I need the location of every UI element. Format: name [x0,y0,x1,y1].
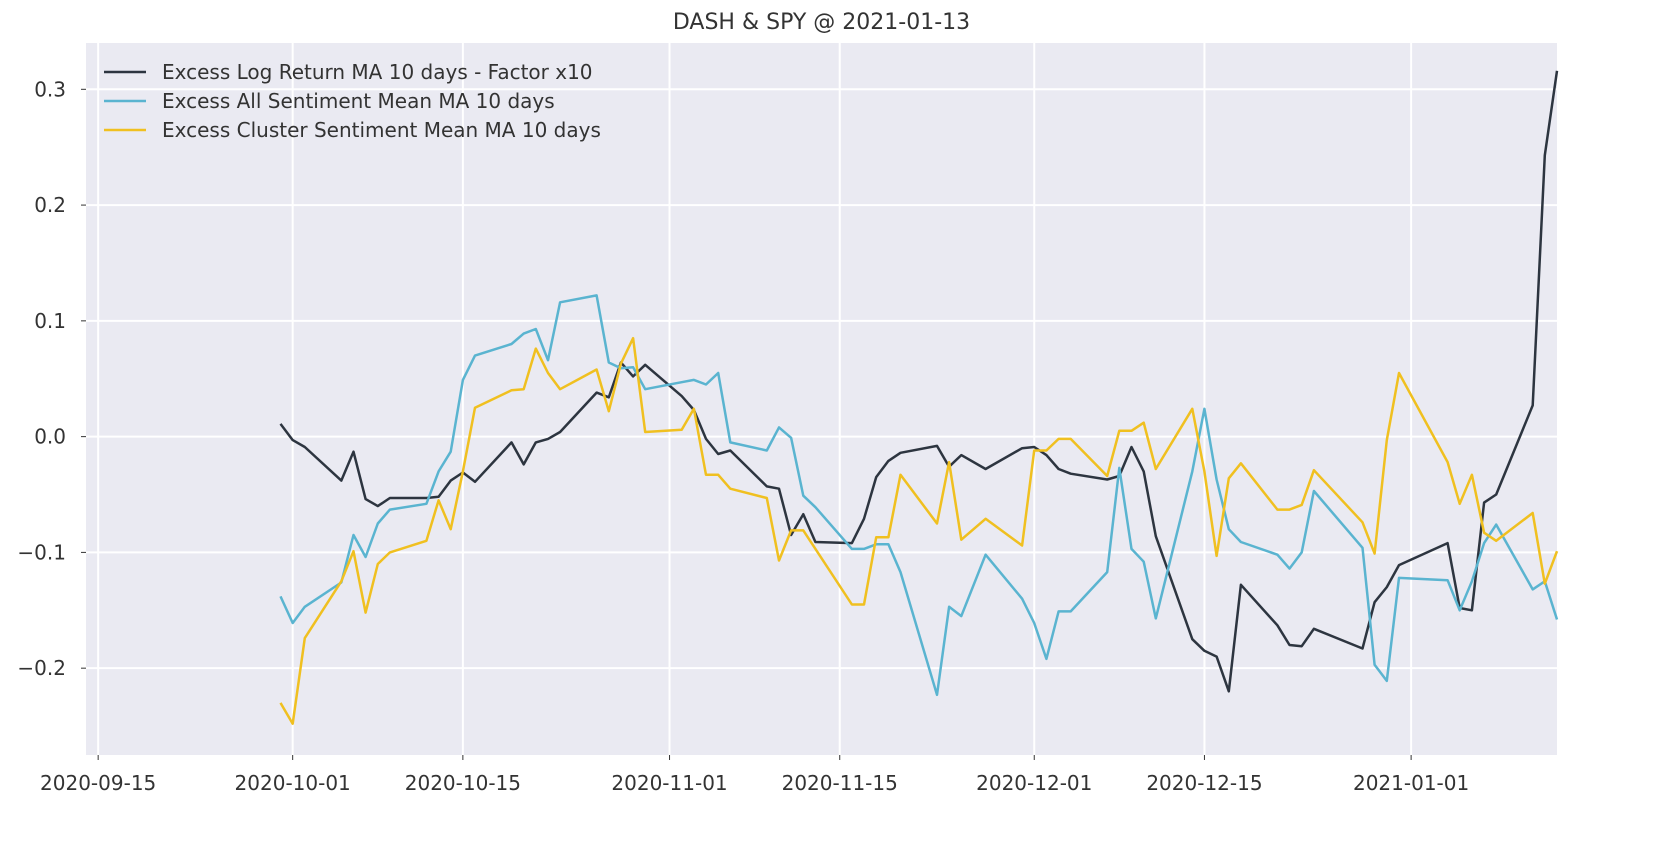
y-tick-label: −0.2 [17,656,66,680]
x-tick-label: 2020-11-15 [782,771,898,795]
y-axis: −0.2 −0.1 0.0 0.1 0.2 0.3 [17,77,86,680]
y-tick-label: −0.1 [17,540,66,564]
y-tick-label: 0.2 [34,193,66,217]
y-tick-label: 0.0 [34,425,66,449]
x-tick-label: 2021-01-01 [1353,771,1469,795]
plot-background [86,43,1557,755]
x-tick-label: 2020-09-15 [40,771,156,795]
legend-label: Excess All Sentiment Mean MA 10 days [162,89,555,113]
y-tick-label: 0.3 [34,77,66,101]
legend-label: Excess Log Return MA 10 days - Factor x1… [162,60,593,84]
x-tick-label: 2020-10-01 [235,771,351,795]
x-tick-label: 2020-10-15 [405,771,521,795]
series-lines [279,70,1559,725]
x-tick-label: 2020-11-01 [611,771,727,795]
chart-title: DASH & SPY @ 2021-01-13 [673,10,970,35]
x-axis: 2020-09-15 2020-10-01 2020-10-15 2020-11-01… [40,755,1469,795]
x-tick-label: 2020-12-15 [1146,771,1262,795]
y-tick-label: 0.1 [34,309,66,333]
series-line-3 [279,336,1559,725]
x-tick-label: 2020-12-01 [976,771,1092,795]
series-line-1 [279,70,1559,693]
legend-label: Excess Cluster Sentiment Mean MA 10 days [162,118,601,142]
legend: Excess Log Return MA 10 days - Factor x1… [104,60,601,142]
series-line-2 [279,294,1559,697]
grid [86,43,1557,755]
